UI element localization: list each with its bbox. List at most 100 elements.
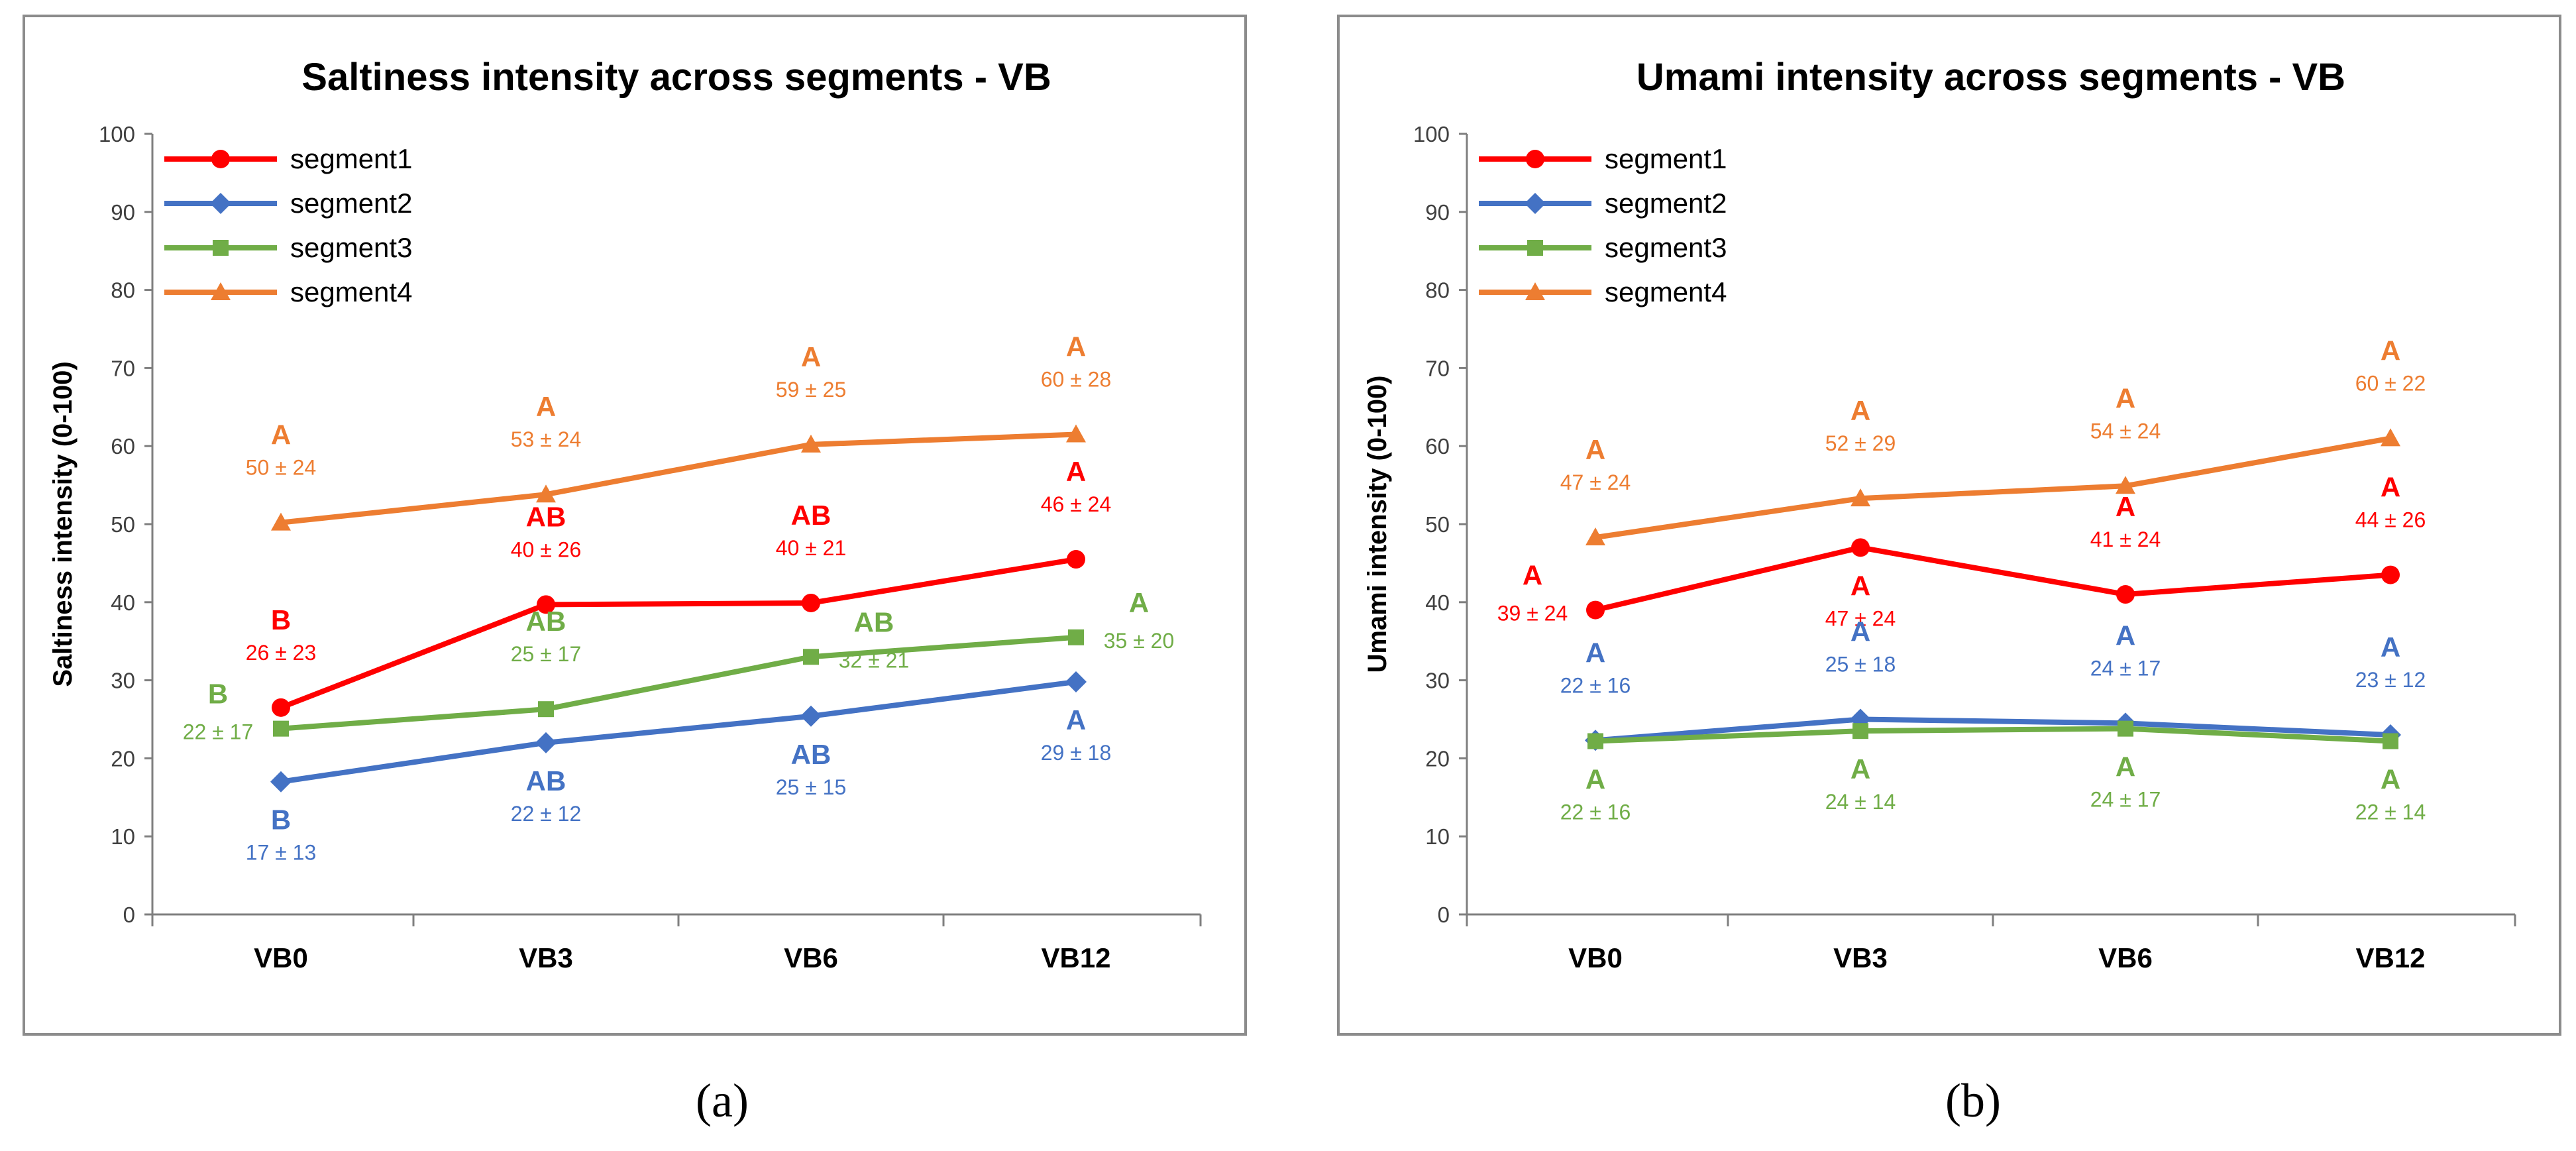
x-category-label: VB0 <box>1568 942 1623 973</box>
series-line <box>280 557 1077 710</box>
series-line <box>280 431 1077 525</box>
legend-marker <box>1526 150 1544 168</box>
data-label: 25 ± 18 <box>1825 653 1896 677</box>
significance-letter: A <box>2381 472 2400 503</box>
legend: segment1 segment2 segment3 segment4 <box>164 143 412 307</box>
series-segment2 <box>270 671 1087 793</box>
data-point <box>2116 585 2135 604</box>
data-point <box>2381 428 2400 447</box>
data-point <box>1851 488 1870 507</box>
data-point <box>270 771 292 793</box>
data-point <box>1067 550 1085 569</box>
significance-letter: AB <box>526 501 566 532</box>
series-segment1 <box>272 550 1085 717</box>
data-point <box>801 434 821 453</box>
data-label: 54 ± 24 <box>2090 419 2161 443</box>
data-label: 59 ± 25 <box>776 378 847 402</box>
chart-title: Saltiness intensity across segments - VB <box>301 56 1051 99</box>
significance-letter: A <box>2116 751 2135 783</box>
data-label: 50 ± 24 <box>246 456 317 480</box>
legend-label: segment2 <box>290 188 412 219</box>
legend-marker <box>210 193 231 214</box>
y-tick-label: 50 <box>111 512 135 537</box>
y-tick-label: 80 <box>1425 278 1450 303</box>
significance-letter: A <box>1851 616 1870 647</box>
data-label: 44 ± 26 <box>2355 508 2426 532</box>
significance-letter: A <box>1066 456 1086 487</box>
significance-letter: A <box>2116 491 2135 522</box>
y-tick-label: 0 <box>123 903 135 927</box>
y-tick-label: 40 <box>111 590 135 615</box>
significance-letter: A <box>2116 382 2135 413</box>
data-point <box>2118 720 2133 737</box>
significance-letter: AB <box>526 765 566 796</box>
y-tick-label: 0 <box>1438 903 1450 927</box>
y-tick-label: 80 <box>111 278 135 303</box>
data-point <box>1068 629 1084 645</box>
data-label: 60 ± 22 <box>2355 371 2426 395</box>
y-axis-label: Saltiness intensity (0-100) <box>48 361 78 686</box>
legend-marker <box>211 150 230 168</box>
x-category-label: VB6 <box>2098 942 2153 973</box>
caption-a: (a) <box>696 1074 749 1127</box>
series-segment3 <box>1587 720 2398 749</box>
series-line <box>280 679 1077 785</box>
data-label: 47 ± 24 <box>1825 606 1896 630</box>
data-label: 22 ± 16 <box>1560 800 1631 824</box>
y-tick-label: 30 <box>1425 669 1450 693</box>
significance-letter: A <box>1585 763 1605 795</box>
x-category-label: VB12 <box>2355 942 2425 973</box>
legend-label: segment4 <box>290 276 412 307</box>
series-line <box>1595 726 2391 744</box>
data-label: 29 ± 18 <box>1041 741 1112 765</box>
legend: segment1 segment2 segment3 segment4 <box>1479 143 1727 307</box>
data-label: 24 ± 14 <box>1825 790 1896 814</box>
data-label: 25 ± 15 <box>776 775 847 799</box>
data-point <box>537 595 555 614</box>
data-point <box>2116 476 2135 494</box>
x-category-label: VB3 <box>519 942 573 973</box>
data-label: 22 ± 16 <box>1560 673 1631 697</box>
y-tick-label: 60 <box>1425 434 1450 459</box>
chart-title: Umami intensity across segments - VB <box>1637 56 2345 99</box>
significance-letter: A <box>1851 753 1870 785</box>
chart-panel-umami: Umami intensity across segments - VB Umam… <box>1337 15 2561 1036</box>
data-label: 22 ± 17 <box>183 720 254 744</box>
y-tick-label: 50 <box>1425 512 1450 537</box>
series-segment4 <box>271 424 1086 531</box>
significance-letter: A <box>1129 587 1149 618</box>
data-label: 40 ± 26 <box>511 537 582 561</box>
significance-letter: A <box>1066 704 1086 736</box>
data-label: 25 ± 17 <box>511 642 582 666</box>
significance-letter: A <box>1523 560 1542 591</box>
series-segment1 <box>1586 538 2400 620</box>
y-tick-label: 40 <box>1425 590 1450 615</box>
data-label: 41 ± 24 <box>2090 527 2161 551</box>
data-label: 53 ± 24 <box>511 427 582 451</box>
y-axis-label: Umami intensity (0-100) <box>1363 375 1392 673</box>
data-point <box>536 484 556 503</box>
data-point <box>1585 527 1605 546</box>
chart-panel-saltiness: Saltiness intensity across segments - VB… <box>23 15 1247 1036</box>
legend-marker <box>1525 282 1545 300</box>
series-line <box>1595 545 2391 613</box>
y-tick-label: 10 <box>111 824 135 849</box>
significance-letter: AB <box>854 606 894 637</box>
significance-letter: A <box>801 341 821 372</box>
significance-letter: A <box>271 419 291 451</box>
y-tick-label: 100 <box>1413 122 1450 146</box>
significance-letter: A <box>2381 763 2400 795</box>
data-label: 22 ± 14 <box>2355 800 2426 824</box>
x-category-label: VB6 <box>784 942 838 973</box>
data-point <box>1587 733 1603 749</box>
significance-letter: B <box>271 804 291 836</box>
data-point <box>2381 565 2400 584</box>
legend-label: segment3 <box>290 232 412 263</box>
data-point <box>1586 600 1605 620</box>
series-line <box>1595 435 2391 540</box>
legend-label: segment3 <box>1605 232 1727 263</box>
data-point <box>538 701 554 718</box>
y-tick-label: 30 <box>111 669 135 693</box>
y-tick-label: 70 <box>111 356 135 380</box>
umami-chart: Umami intensity across segments - VB Umam… <box>1363 56 2516 973</box>
